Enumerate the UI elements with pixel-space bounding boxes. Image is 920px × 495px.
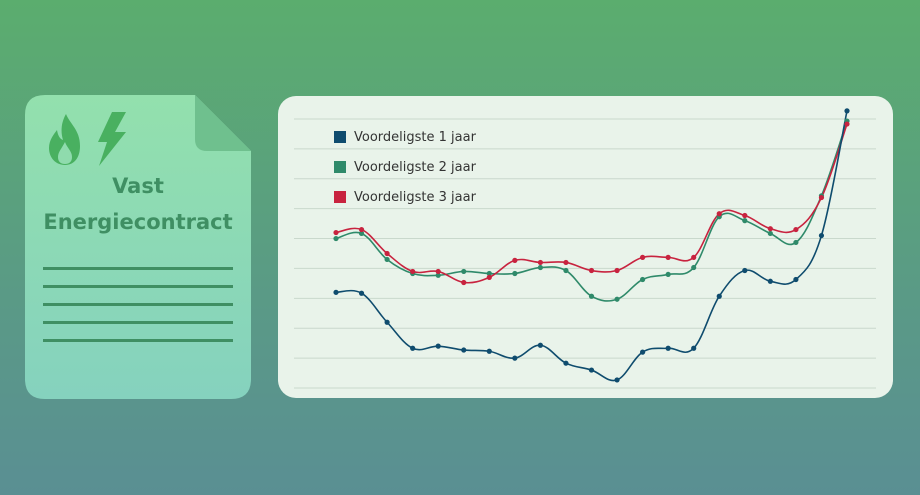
chart-legend: Voordeligste 1 jaar Voordeligste 2 jaar … <box>334 122 476 212</box>
document-title: Vast Energiecontract <box>25 168 251 240</box>
data-point <box>818 232 825 239</box>
data-point <box>537 264 544 271</box>
data-point <box>333 289 339 295</box>
data-point <box>435 268 441 275</box>
data-point <box>691 254 697 260</box>
data-point <box>563 259 569 266</box>
data-point <box>333 235 339 242</box>
data-point <box>793 226 799 233</box>
page-fold <box>195 95 251 151</box>
data-point <box>410 345 416 351</box>
data-point <box>486 348 492 354</box>
data-point <box>384 256 390 263</box>
data-point <box>588 267 595 274</box>
data-point <box>767 278 773 284</box>
data-point <box>435 343 441 349</box>
data-point <box>793 276 799 283</box>
data-point <box>844 108 850 114</box>
data-point <box>435 272 441 278</box>
data-point <box>358 290 365 296</box>
data-point <box>461 268 467 275</box>
data-point <box>818 194 825 201</box>
document-title-line1: Vast <box>112 174 164 198</box>
data-point <box>665 271 671 278</box>
energy-icons <box>49 112 126 166</box>
data-point <box>793 239 799 246</box>
data-point <box>537 342 544 348</box>
data-point <box>742 267 748 274</box>
data-point <box>358 230 365 237</box>
legend-label: Voordeligste 2 jaar <box>354 159 476 175</box>
data-point <box>614 296 620 302</box>
data-point <box>461 279 467 286</box>
data-point <box>537 259 544 266</box>
data-point <box>384 250 390 257</box>
data-point <box>410 268 416 275</box>
data-point <box>767 226 773 232</box>
data-point <box>665 254 671 260</box>
legend-swatch <box>334 191 346 203</box>
legend-label: Voordeligste 3 jaar <box>354 189 476 205</box>
data-point <box>563 267 569 274</box>
data-point <box>461 347 467 353</box>
legend-swatch <box>334 161 346 173</box>
data-point <box>767 230 773 237</box>
data-point <box>486 270 492 277</box>
chart-points <box>333 108 850 383</box>
flame-icon <box>49 114 80 165</box>
legend-swatch <box>334 131 346 143</box>
data-point <box>384 319 390 325</box>
data-point <box>486 274 492 280</box>
data-point <box>333 229 339 236</box>
data-point <box>614 377 620 383</box>
document-text-lines <box>43 267 233 342</box>
data-point <box>691 264 697 271</box>
legend-label: Voordeligste 1 jaar <box>354 129 476 145</box>
data-point <box>563 360 569 366</box>
legend-item: Voordeligste 3 jaar <box>334 182 476 212</box>
data-point <box>716 293 722 299</box>
data-point <box>588 293 595 299</box>
data-point <box>665 345 671 351</box>
data-point <box>742 212 748 219</box>
data-point <box>691 345 697 351</box>
data-point <box>512 270 518 277</box>
data-point <box>742 218 748 224</box>
data-point <box>640 349 646 355</box>
legend-item: Voordeligste 2 jaar <box>334 152 476 182</box>
data-point <box>716 211 722 217</box>
data-point <box>512 257 518 263</box>
data-point <box>358 226 365 233</box>
data-point <box>640 276 646 283</box>
data-point <box>614 267 620 274</box>
data-point <box>844 121 850 127</box>
lightning-bolt-icon <box>98 112 126 166</box>
data-point <box>588 367 595 373</box>
document-title-line2: Energiecontract <box>43 210 233 234</box>
chart-gridlines <box>294 118 876 389</box>
data-point <box>640 254 646 260</box>
legend-item: Voordeligste 1 jaar <box>334 122 476 152</box>
data-point <box>512 355 518 361</box>
